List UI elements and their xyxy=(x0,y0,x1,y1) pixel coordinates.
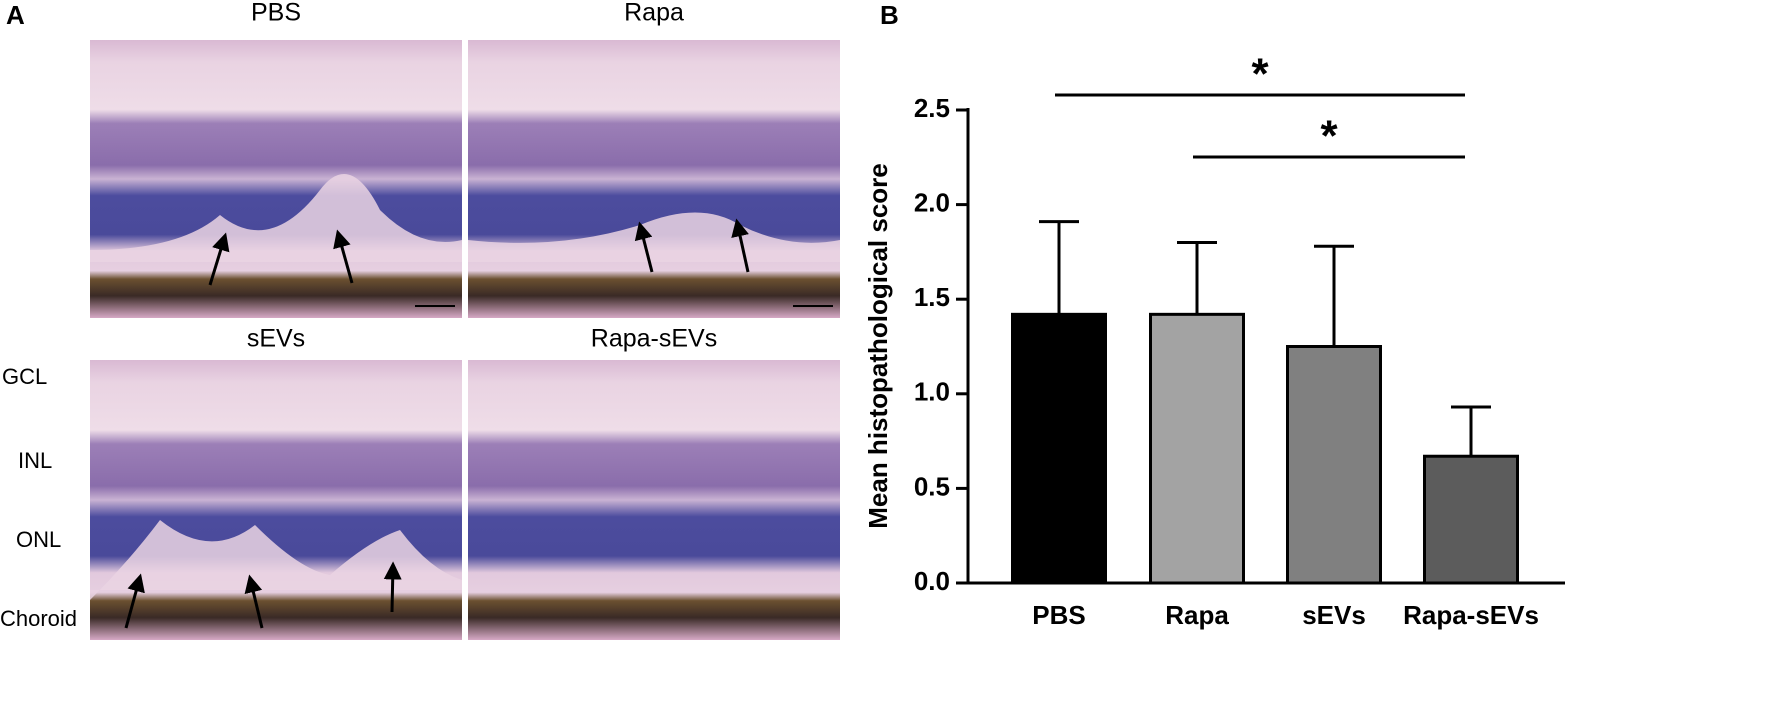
image-title: PBS xyxy=(251,0,301,27)
arrows xyxy=(124,218,750,629)
histology-image xyxy=(90,40,462,318)
y-tick-label: 1.5 xyxy=(914,282,950,312)
y-tick-label: 0.0 xyxy=(914,566,950,596)
bar xyxy=(1149,312,1245,585)
y-tick-label: 0.5 xyxy=(914,471,950,501)
x-tick-label: sEVs xyxy=(1302,600,1366,630)
y-tick-label: 2.5 xyxy=(914,93,950,123)
bar xyxy=(1286,345,1382,585)
layer-label: Choroid xyxy=(0,606,77,631)
layer-label: ONL xyxy=(16,527,61,552)
bar xyxy=(1423,454,1519,585)
image-title: Rapa xyxy=(624,0,684,27)
y-tick-label: 1.0 xyxy=(914,377,950,407)
panel-b: B Mean histopathological score 0.0 0.5 1.0… xyxy=(863,0,1565,630)
bar xyxy=(1011,312,1107,585)
layer-label: INL xyxy=(18,448,52,473)
x-tick-label: Rapa xyxy=(1165,600,1229,630)
panel-a: A PBS Rapa sEVs Rapa-sEVs GCL INL ONL Ch… xyxy=(0,0,840,640)
panel-label: A xyxy=(6,0,25,30)
y-tick-label: 2.0 xyxy=(914,187,950,217)
x-tick-label: Rapa-sEVs xyxy=(1403,600,1539,630)
significance-mark: * xyxy=(1251,50,1269,99)
x-tick-label: PBS xyxy=(1032,600,1085,630)
layer-label: GCL xyxy=(2,364,47,389)
tissue-fold xyxy=(90,174,462,262)
tissue-fold xyxy=(468,212,840,262)
image-title: sEVs xyxy=(247,325,305,353)
tissue-fold xyxy=(90,520,462,600)
histology-image xyxy=(90,360,462,640)
y-axis-label: Mean histopathological score xyxy=(863,163,893,529)
histology-image xyxy=(468,360,840,640)
histology-image xyxy=(468,40,840,318)
image-title: Rapa-sEVs xyxy=(591,325,717,353)
significance-mark: * xyxy=(1320,112,1338,161)
panel-label: B xyxy=(880,0,899,30)
